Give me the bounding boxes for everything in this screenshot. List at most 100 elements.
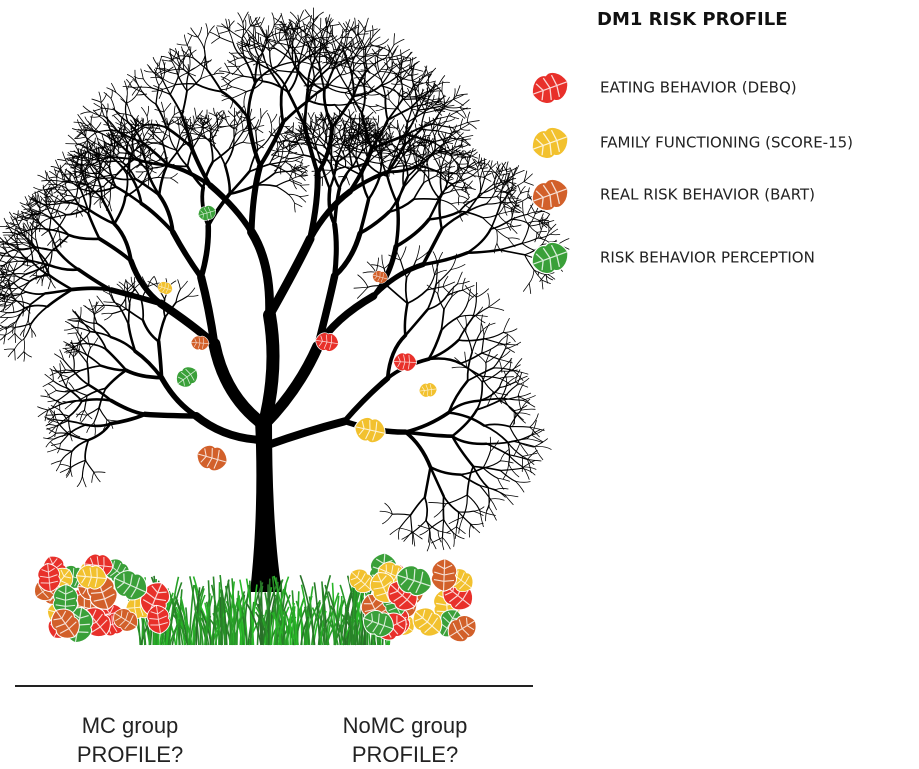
- branch: [431, 104, 440, 105]
- branch: [459, 318, 473, 340]
- branch: [489, 299, 500, 307]
- branch: [65, 203, 69, 209]
- branch: [270, 161, 285, 164]
- branch: [69, 416, 71, 430]
- branch: [292, 38, 293, 61]
- branch: [476, 289, 488, 297]
- branch: [348, 61, 364, 64]
- branch: [355, 18, 356, 32]
- branch: [184, 70, 197, 85]
- branch: [522, 468, 535, 475]
- branch: [425, 497, 427, 520]
- branch: [125, 81, 128, 90]
- branch: [411, 515, 412, 532]
- branch: [244, 92, 246, 106]
- branch: [111, 90, 112, 98]
- branch: [438, 131, 450, 134]
- branch: [50, 372, 59, 376]
- branch: [335, 224, 337, 276]
- branch: [455, 527, 456, 539]
- branch: [272, 13, 274, 25]
- branch: [472, 176, 483, 178]
- branch: [100, 198, 101, 208]
- branch: [60, 371, 74, 372]
- leaf: [527, 68, 572, 108]
- branch: [47, 426, 58, 429]
- branch: [47, 448, 58, 452]
- branch: [503, 329, 517, 333]
- branch: [214, 344, 264, 425]
- leaf: [352, 415, 388, 445]
- branch: [255, 27, 256, 38]
- branch: [425, 467, 431, 497]
- branch: [469, 524, 470, 537]
- branch: [320, 18, 321, 30]
- branch: [58, 228, 60, 239]
- branch: [189, 57, 190, 71]
- branch: [17, 242, 30, 243]
- branch: [270, 150, 278, 164]
- branch: [69, 401, 82, 416]
- branch: [467, 229, 490, 253]
- branch: [141, 107, 147, 116]
- branch: [276, 186, 288, 194]
- branch: [447, 527, 457, 533]
- branch: [410, 96, 412, 107]
- branch: [35, 228, 36, 240]
- branch: [400, 125, 404, 132]
- branch: [252, 232, 270, 315]
- branch: [518, 384, 524, 397]
- branch: [66, 465, 70, 475]
- leaf: [527, 175, 572, 215]
- branch: [68, 319, 80, 320]
- branch: [15, 333, 16, 342]
- legend-label: EATING BEHAVIOR (DEBQ): [600, 79, 797, 97]
- branch: [109, 151, 111, 166]
- branch: [333, 146, 339, 148]
- branch: [141, 69, 143, 79]
- branch: [529, 270, 534, 283]
- branch: [388, 287, 407, 304]
- branch: [87, 337, 90, 348]
- branch: [110, 414, 145, 423]
- branch: [8, 333, 15, 340]
- branch: [141, 300, 143, 320]
- branch: [206, 24, 208, 36]
- branch: [180, 281, 187, 289]
- branch: [24, 266, 31, 272]
- branch: [535, 446, 552, 449]
- branch: [182, 91, 187, 115]
- branch: [127, 74, 136, 80]
- leaf: [418, 382, 438, 398]
- branch: [60, 364, 61, 375]
- branch: [48, 384, 56, 391]
- branch: [106, 370, 126, 388]
- branch: [441, 317, 459, 331]
- branch: [193, 116, 194, 124]
- branch: [89, 299, 93, 310]
- branch: [8, 274, 26, 275]
- group-name: NoMC group: [343, 713, 468, 738]
- branch: [281, 134, 287, 140]
- branch: [184, 35, 187, 45]
- branch: [110, 202, 112, 211]
- branch: [281, 148, 283, 159]
- branch: [308, 100, 334, 105]
- branch: [489, 307, 504, 310]
- branch: [467, 122, 476, 128]
- branch: [505, 495, 513, 505]
- branch: [30, 293, 45, 304]
- branch: [456, 173, 468, 174]
- branch: [126, 95, 136, 103]
- branch: [250, 16, 254, 25]
- branch: [445, 107, 460, 108]
- branch: [449, 381, 468, 413]
- grass-blade: [270, 610, 271, 645]
- leaf: [431, 558, 457, 592]
- branch: [234, 117, 235, 129]
- branch: [179, 125, 180, 136]
- branch: [405, 303, 408, 335]
- branch: [94, 472, 105, 473]
- branch: [305, 10, 314, 21]
- branch: [48, 280, 50, 289]
